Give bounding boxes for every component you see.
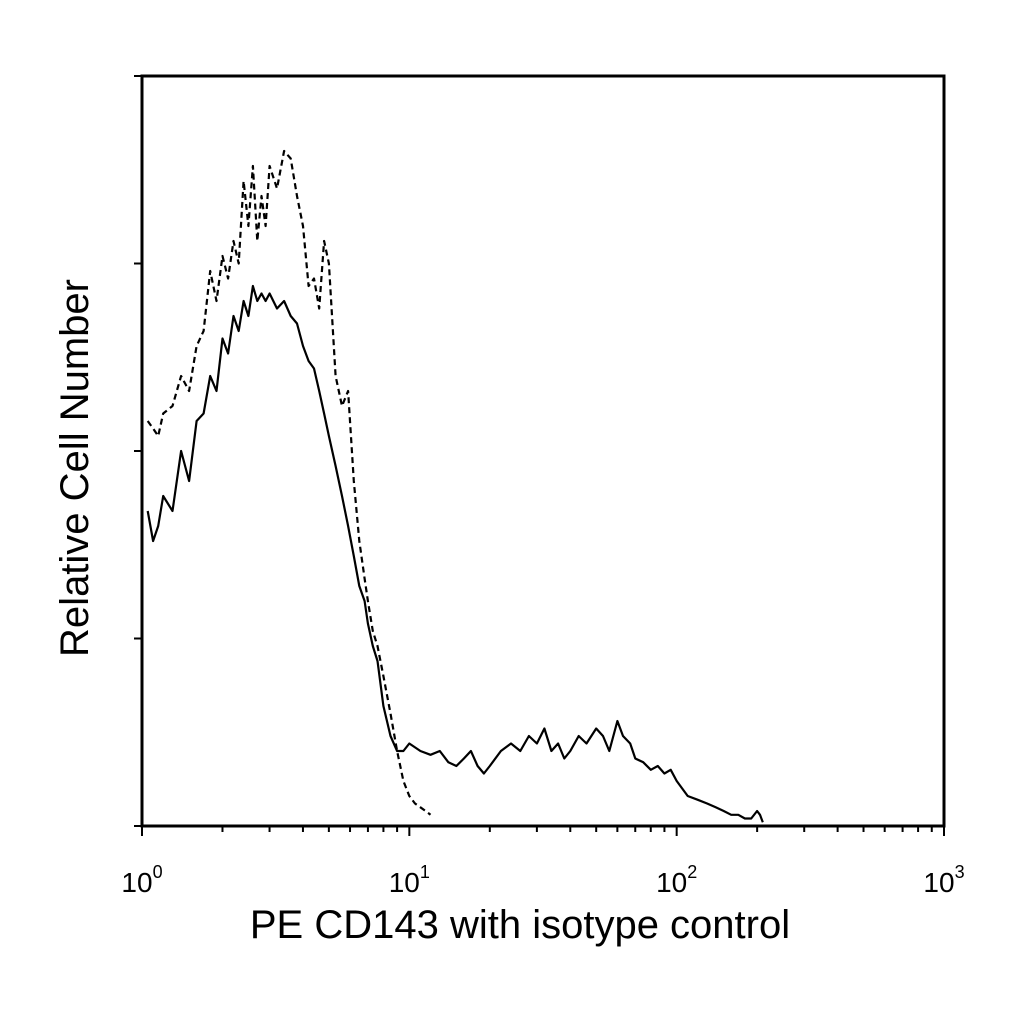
series-solid-line [146, 284, 764, 823]
x-tick-label-0: 100 [121, 862, 162, 898]
plot-frame [140, 74, 946, 828]
series-dashed-line [146, 149, 432, 816]
y-axis-label: Relative Cell Number [53, 279, 97, 657]
series-layer [146, 149, 764, 823]
x-axis-ticks [141, 826, 945, 836]
y-axis-ticks [134, 75, 142, 827]
x-tick-label-1: 101 [389, 862, 430, 898]
x-tick-label-3: 103 [923, 862, 964, 898]
x-axis-tick-labels: 100 101 102 103 [121, 862, 964, 898]
x-tick-label-2: 102 [656, 862, 697, 898]
x-axis-label: PE CD143 with isotype control [250, 903, 790, 947]
